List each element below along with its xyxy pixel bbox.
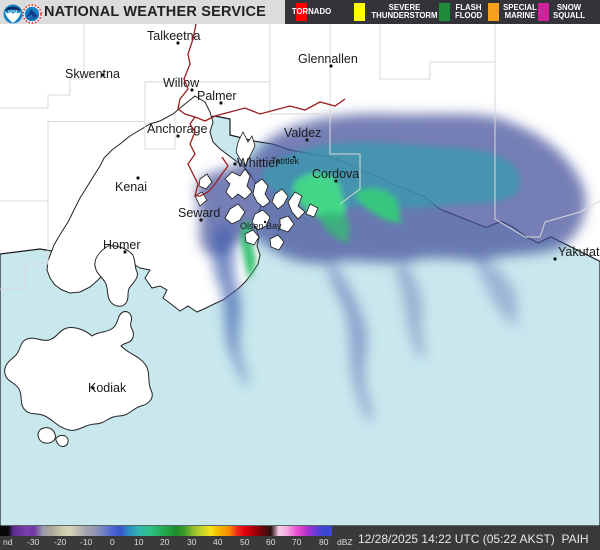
svg-text:Valdez: Valdez <box>284 126 321 140</box>
svg-text:Yakutat: Yakutat <box>558 245 600 259</box>
svg-text:Olsen Bay: Olsen Bay <box>240 221 282 231</box>
svg-text:Anchorage: Anchorage <box>147 122 208 136</box>
svg-text:Kenai: Kenai <box>115 180 147 194</box>
svg-text:Kodiak: Kodiak <box>88 381 127 395</box>
svg-text:Seward: Seward <box>178 206 220 220</box>
svg-text:Palmer: Palmer <box>197 89 237 103</box>
svg-text:Willow: Willow <box>163 76 200 90</box>
svg-text:Tatitlek: Tatitlek <box>271 156 300 166</box>
svg-text:Homer: Homer <box>103 238 141 252</box>
svg-text:Glennallen: Glennallen <box>298 52 358 66</box>
svg-text:Cordova: Cordova <box>312 167 359 181</box>
svg-text:Skwentna: Skwentna <box>65 67 120 81</box>
